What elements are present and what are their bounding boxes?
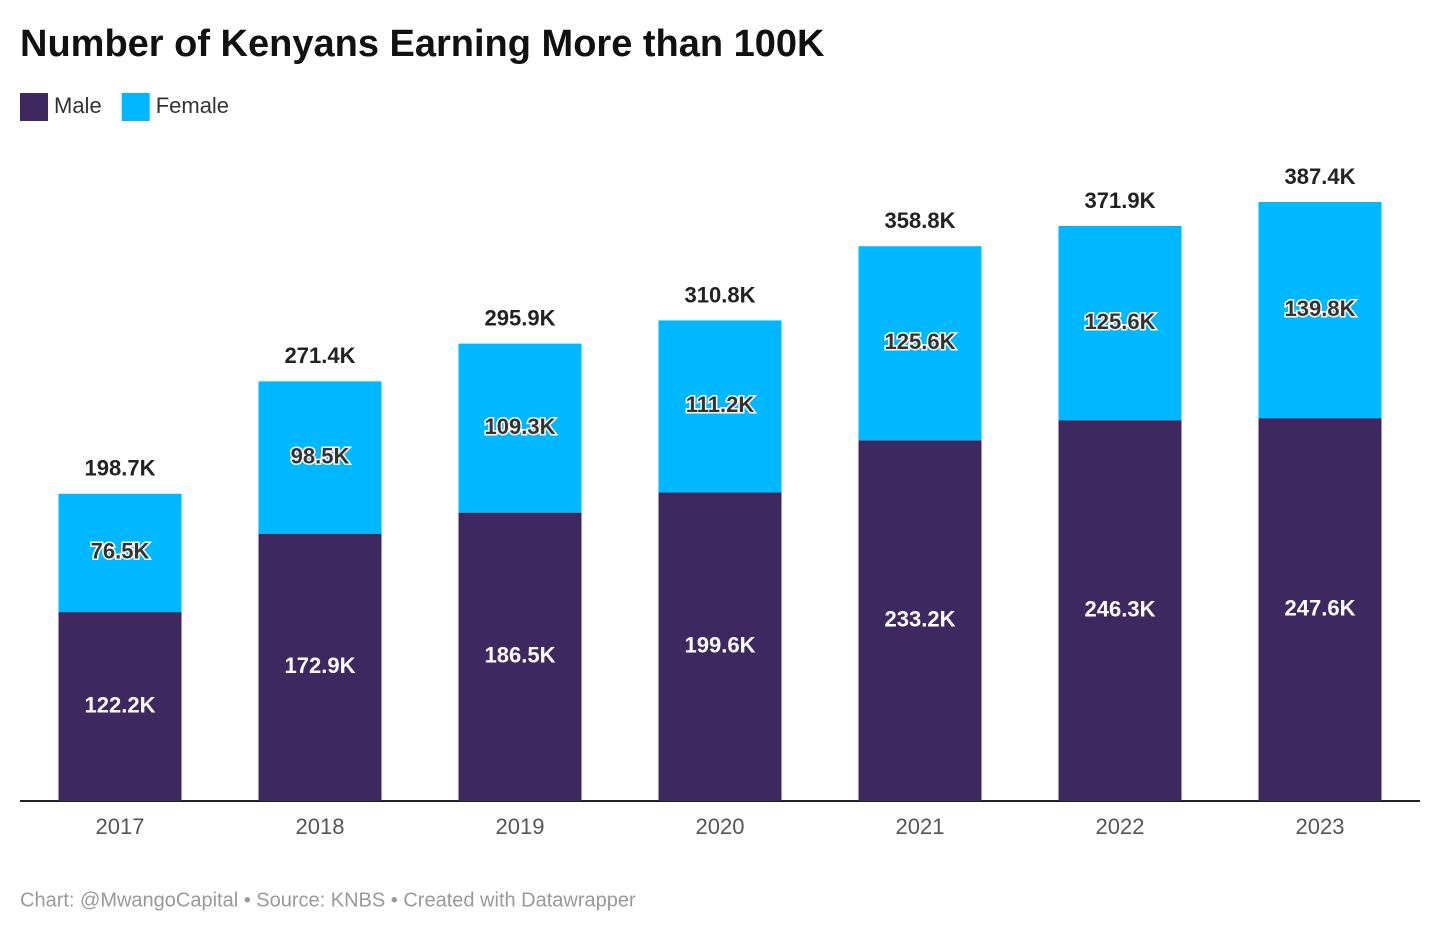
- bar-segment: [1058, 420, 1182, 801]
- x-tick-label: 2018: [296, 814, 345, 839]
- value-label: 199.6K: [685, 633, 756, 658]
- total-label: 295.9K: [485, 305, 556, 330]
- value-label: 98.5K: [291, 443, 350, 468]
- bar-segment: [58, 493, 182, 613]
- total-label: 310.8K: [685, 282, 756, 307]
- bar-segment: [658, 320, 782, 493]
- value-label: 125.6K: [885, 329, 956, 354]
- value-label: 122.2K: [85, 692, 156, 717]
- bar-segment: [458, 343, 582, 513]
- value-label: 111.2K: [686, 392, 755, 417]
- x-tick-label: 2021: [896, 814, 945, 839]
- legend-swatch: [121, 93, 150, 121]
- bar-segment: [1058, 225, 1182, 421]
- x-tick-label: 2023: [1296, 814, 1345, 839]
- bar-segment: [858, 440, 982, 801]
- value-label: 233.2K: [885, 607, 956, 632]
- legend-swatch: [20, 93, 48, 121]
- bar-segment: [1258, 418, 1382, 801]
- chart-title: Number of Kenyans Earning More than 100K: [20, 23, 825, 65]
- x-tick-label: 2020: [696, 814, 745, 839]
- x-tick-label: 2017: [96, 814, 145, 839]
- legend-label: Female: [156, 93, 229, 118]
- total-label: 198.7K: [85, 456, 156, 481]
- value-label: 125.6K: [1085, 309, 1156, 334]
- bar-segment: [858, 246, 982, 441]
- value-label: 172.9K: [285, 653, 356, 678]
- bar-segment: [258, 381, 382, 534]
- x-tick-label: 2022: [1096, 814, 1145, 839]
- value-label: 76.5K: [91, 539, 150, 564]
- bar-segment: [658, 492, 782, 801]
- legend-label: Male: [54, 93, 102, 118]
- x-tick-label: 2019: [496, 814, 545, 839]
- value-label: 246.3K: [1085, 596, 1156, 621]
- total-label: 371.9K: [1085, 188, 1156, 213]
- value-label: 186.5K: [485, 643, 556, 668]
- bar-segment: [1258, 202, 1382, 419]
- bar-segment: [458, 512, 582, 801]
- value-label: 247.6K: [1285, 595, 1356, 620]
- footer: Chart: @MwangoCapital • Source: KNBS • C…: [20, 889, 636, 911]
- total-label: 271.4K: [285, 343, 356, 368]
- bar-segment: [58, 612, 182, 801]
- total-label: 387.4K: [1285, 164, 1356, 189]
- bar-segment: [258, 533, 382, 801]
- total-label: 358.8K: [885, 208, 956, 233]
- value-label: 109.3K: [485, 414, 556, 439]
- value-label: 139.8K: [1285, 296, 1356, 321]
